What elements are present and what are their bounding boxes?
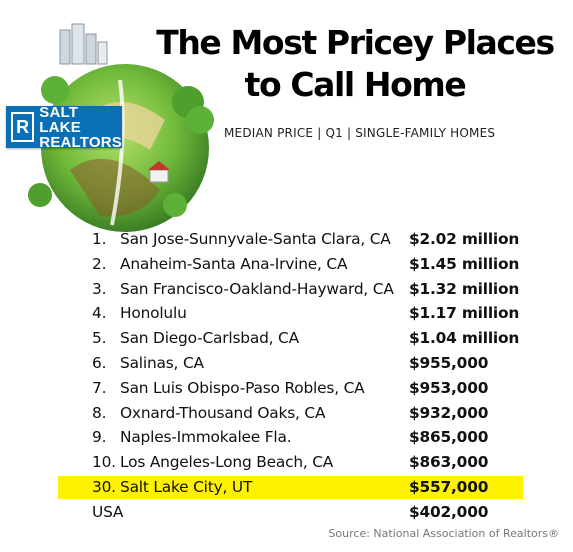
salt-lake-realtors-logo: R SALT LAKE REALTORS bbox=[6, 105, 122, 150]
rank-number: 10. bbox=[92, 453, 116, 472]
median-price: $1.45 million bbox=[409, 254, 520, 273]
rankings-list: 1. San Jose-Sunnyvale-Santa Clara, CA $2… bbox=[0, 227, 573, 525]
place-name: Naples-Immokalee Fla. bbox=[120, 428, 292, 447]
median-price: $1.17 million bbox=[409, 304, 520, 323]
list-item: 4. Honolulu $1.17 million bbox=[0, 301, 573, 326]
list-item: 8. Oxnard-Thousand Oaks, CA $932,000 bbox=[0, 401, 573, 426]
rank-number: 8. bbox=[92, 403, 107, 422]
rank-number: 6. bbox=[92, 353, 107, 372]
title-line-1: The Most Pricey Places bbox=[156, 23, 555, 62]
rank-number: 3. bbox=[92, 279, 107, 298]
median-price: $2.02 million bbox=[409, 230, 520, 248]
place-name: USA bbox=[92, 502, 124, 521]
list-item: 2. Anaheim-Santa Ana-Irvine, CA $1.45 mi… bbox=[0, 252, 573, 277]
median-price: $863,000 bbox=[409, 453, 489, 472]
highlight-bar bbox=[58, 475, 523, 499]
rank-number: 9. bbox=[92, 428, 107, 447]
place-name: Los Angeles-Long Beach, CA bbox=[120, 453, 334, 472]
median-price: $1.04 million bbox=[409, 329, 520, 348]
list-item: 6. Salinas, CA $955,000 bbox=[0, 351, 573, 376]
realtor-r-icon: R bbox=[11, 112, 35, 142]
place-name: Salinas, CA bbox=[120, 353, 204, 372]
median-price: $932,000 bbox=[409, 403, 489, 422]
logo-line-1: SALT LAKE bbox=[39, 103, 81, 136]
median-price: $865,000 bbox=[409, 428, 489, 447]
place-name: Anaheim-Santa Ana-Irvine, CA bbox=[120, 254, 348, 273]
place-name: San Diego-Carlsbad, CA bbox=[120, 329, 299, 348]
place-name: San Francisco-Oakland-Hayward, CA bbox=[120, 279, 394, 298]
page-subtitle: MEDIAN PRICE | Q1 | SINGLE-FAMILY HOMES bbox=[224, 126, 496, 140]
place-name: Salt Lake City, UT bbox=[120, 477, 253, 496]
list-item: USA $402,000 bbox=[0, 500, 573, 525]
rank-number: 7. bbox=[92, 378, 107, 397]
list-item: 5. San Diego-Carlsbad, CA $1.04 million bbox=[0, 326, 573, 351]
logo-text: SALT LAKE REALTORS bbox=[39, 105, 122, 150]
list-item: 9. Naples-Immokalee Fla. $865,000 bbox=[0, 425, 573, 450]
page-title: The Most Pricey Places to Call Home bbox=[150, 22, 560, 106]
list-item: 7. San Luis Obispo-Paso Robles, CA $953,… bbox=[0, 376, 573, 401]
place-name: San Luis Obispo-Paso Robles, CA bbox=[120, 378, 365, 397]
median-price: $557,000 bbox=[409, 477, 489, 496]
median-price: $1.32 million bbox=[409, 279, 520, 298]
title-line-2: to Call Home bbox=[244, 65, 467, 104]
list-item: 10. Los Angeles-Long Beach, CA $863,000 bbox=[0, 450, 573, 475]
list-item: 3. San Francisco-Oakland-Hayward, CA $1.… bbox=[0, 277, 573, 302]
logo-line-2: REALTORS bbox=[39, 133, 122, 151]
rank-number: 2. bbox=[92, 254, 107, 273]
source-note: Source: National Association of Realtors… bbox=[328, 527, 559, 540]
rank-number: 5. bbox=[92, 329, 107, 348]
list-item: 1. San Jose-Sunnyvale-Santa Clara, CA $2… bbox=[0, 227, 573, 252]
place-name: Oxnard-Thousand Oaks, CA bbox=[120, 403, 326, 422]
place-name: San Jose-Sunnyvale-Santa Clara, CA bbox=[120, 230, 391, 248]
rank-number: 4. bbox=[92, 304, 107, 323]
median-price: $402,000 bbox=[409, 502, 489, 521]
median-price: $955,000 bbox=[409, 353, 489, 372]
median-price: $953,000 bbox=[409, 378, 489, 397]
rank-number: 1. bbox=[92, 230, 107, 248]
rank-number: 30. bbox=[92, 477, 116, 496]
highlighted-list-item: 30. Salt Lake City, UT $557,000 bbox=[0, 475, 573, 500]
place-name: Honolulu bbox=[120, 304, 187, 323]
